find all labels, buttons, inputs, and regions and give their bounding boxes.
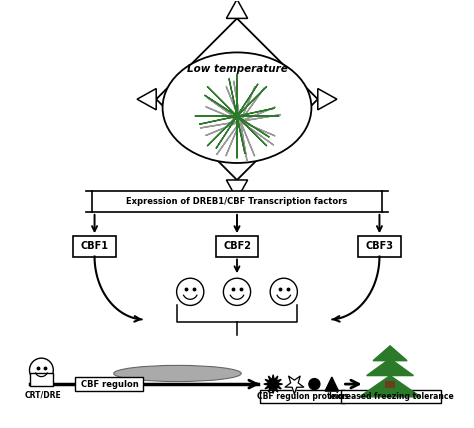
Polygon shape	[227, 0, 247, 18]
FancyBboxPatch shape	[30, 374, 53, 386]
FancyBboxPatch shape	[216, 236, 258, 256]
Text: CBF2: CBF2	[223, 241, 251, 251]
Circle shape	[29, 358, 53, 382]
Polygon shape	[237, 116, 279, 137]
Text: Low temperature: Low temperature	[187, 65, 287, 74]
Circle shape	[270, 278, 297, 306]
Polygon shape	[199, 116, 237, 146]
Text: CBF1: CBF1	[81, 241, 109, 251]
Polygon shape	[226, 121, 247, 162]
Polygon shape	[137, 89, 156, 110]
FancyBboxPatch shape	[341, 390, 441, 403]
Ellipse shape	[163, 52, 311, 163]
Polygon shape	[237, 116, 267, 154]
Polygon shape	[234, 81, 255, 121]
Polygon shape	[318, 89, 337, 110]
Polygon shape	[195, 95, 237, 116]
FancyBboxPatch shape	[75, 377, 144, 391]
Text: CBF3: CBF3	[365, 241, 393, 251]
Polygon shape	[367, 359, 413, 376]
FancyBboxPatch shape	[92, 191, 382, 212]
Polygon shape	[227, 180, 247, 199]
Polygon shape	[200, 107, 240, 128]
Text: CBF regulon proteins: CBF regulon proteins	[257, 392, 349, 401]
FancyBboxPatch shape	[73, 236, 116, 256]
Polygon shape	[237, 86, 275, 116]
Polygon shape	[240, 115, 281, 136]
Polygon shape	[264, 375, 283, 393]
FancyBboxPatch shape	[260, 390, 346, 403]
Polygon shape	[240, 88, 275, 121]
Text: CBF regulon: CBF regulon	[81, 380, 138, 389]
Polygon shape	[373, 346, 407, 361]
Text: Increased freezing tolerance: Increased freezing tolerance	[329, 392, 454, 401]
Polygon shape	[207, 78, 237, 116]
Polygon shape	[205, 121, 240, 155]
Text: CRT/DRE: CRT/DRE	[24, 390, 61, 399]
Polygon shape	[325, 377, 338, 391]
FancyBboxPatch shape	[385, 380, 395, 388]
Polygon shape	[285, 376, 304, 394]
FancyBboxPatch shape	[358, 236, 401, 256]
Polygon shape	[237, 74, 258, 116]
Circle shape	[177, 278, 204, 306]
Polygon shape	[359, 376, 421, 397]
Circle shape	[223, 278, 251, 306]
Polygon shape	[216, 116, 237, 158]
Text: Expression of DREB1/CBF Transcription factors: Expression of DREB1/CBF Transcription fa…	[127, 197, 347, 206]
Circle shape	[309, 378, 320, 390]
Polygon shape	[240, 121, 274, 156]
Polygon shape	[207, 86, 240, 121]
Ellipse shape	[114, 366, 241, 381]
